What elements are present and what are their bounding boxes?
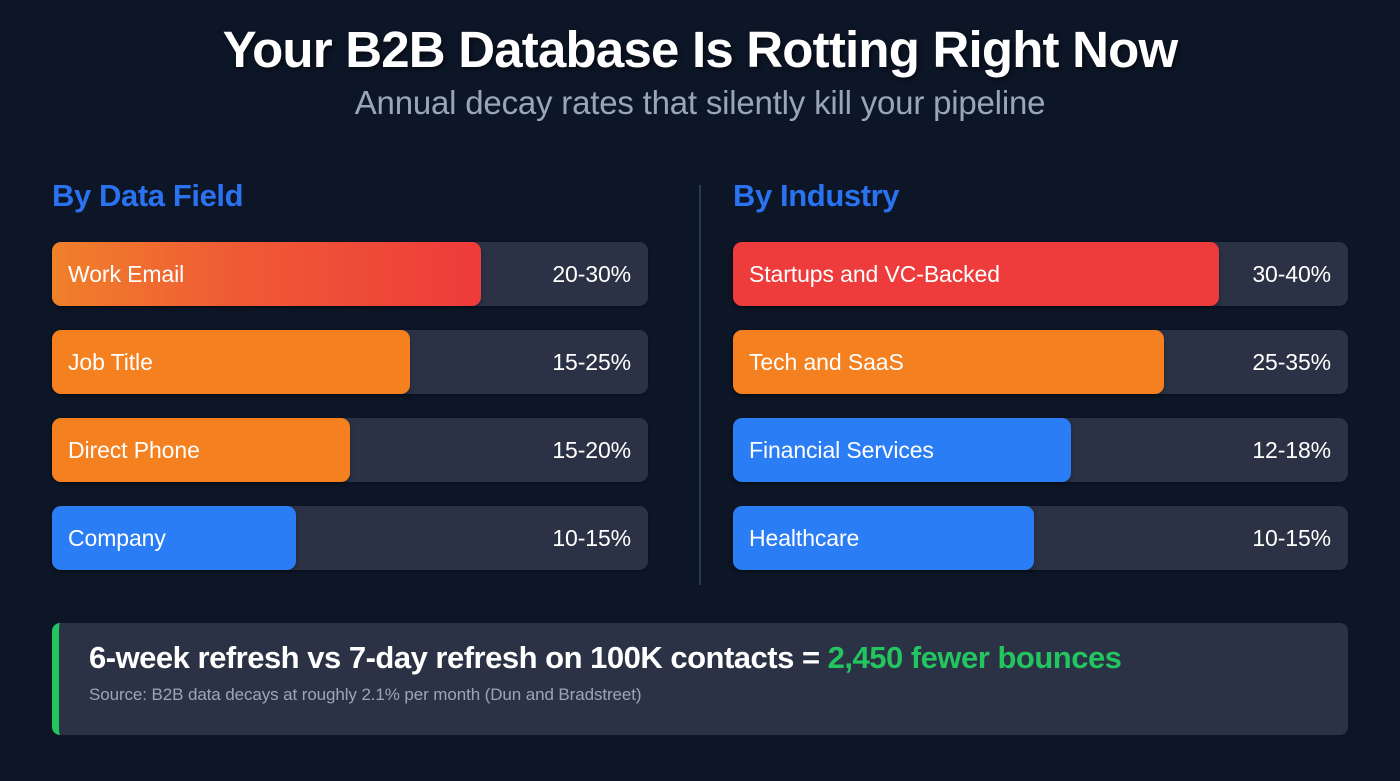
bar-label: Startups and VC-Backed [749,260,1000,287]
page-title: Your B2B Database Is Rotting Right Now [222,21,1179,78]
bar-value: 10-15% [552,524,631,551]
bar-label: Healthcare [749,524,860,551]
column-divider [699,185,701,585]
column-by-data-field: By Data Field Work Email 20-30% Job Titl… [0,180,700,594]
bar-fill-startups-vc-backed [733,242,1219,306]
bar-label: Tech and SaaS [749,348,904,375]
bar-label: Job Title [68,348,153,375]
table-row[interactable]: Tech and SaaS 25-35% [733,330,1348,394]
bar-value: 10-15% [1252,524,1331,551]
column-title-data-field: By Data Field [52,178,244,213]
table-row[interactable]: Direct Phone 15-20% [52,418,648,482]
callout-headline-main: 6-week refresh vs 7-day refresh on 100K … [89,640,828,675]
bar-value: 12-18% [1252,436,1331,463]
bar-fill-healthcare [733,506,1035,570]
callout-headline: 6-week refresh vs 7-day refresh on 100K … [89,640,1348,676]
column-by-industry: By Industry Startups and VC-Backed 30-40… [700,180,1400,594]
bar-fill-tech-saas [733,330,1164,394]
bar-label: Work Email [68,260,185,287]
bar-fill-direct-phone [52,418,350,482]
table-row[interactable]: Job Title 15-25% [52,330,648,394]
bar-value: 30-40% [1252,260,1331,287]
columns-container: By Data Field Work Email 20-30% Job Titl… [0,180,1400,594]
column-title-industry: By Industry [733,178,900,213]
bar-value: 20-30% [552,260,631,287]
table-row[interactable]: Work Email 20-30% [52,242,648,306]
bar-value: 15-25% [552,348,631,375]
bar-value: 15-20% [552,436,631,463]
table-row[interactable]: Company 10-15% [52,506,648,570]
table-row[interactable]: Startups and VC-Backed 30-40% [733,242,1348,306]
bar-fill-job-title [52,330,410,394]
bar-fill-financial-services [733,418,1072,482]
callout-headline-highlight: 2,450 fewer bounces [827,640,1122,675]
callout-source: Source: B2B data decays at roughly 2.1% … [89,685,642,704]
page-subtitle: Annual decay rates that silently kill yo… [354,84,1046,122]
header: Your B2B Database Is Rotting Right Now A… [0,0,1400,122]
bar-label: Financial Services [749,436,934,463]
bar-label: Company [68,524,166,551]
bar-fill-company [52,506,297,570]
table-row[interactable]: Financial Services 12-18% [733,418,1348,482]
footer-callout: 6-week refresh vs 7-day refresh on 100K … [52,623,1348,735]
bar-label: Direct Phone [68,436,200,463]
bar-fill-work-email [52,242,482,306]
bar-value: 25-35% [1252,348,1331,375]
table-row[interactable]: Healthcare 10-15% [733,506,1348,570]
